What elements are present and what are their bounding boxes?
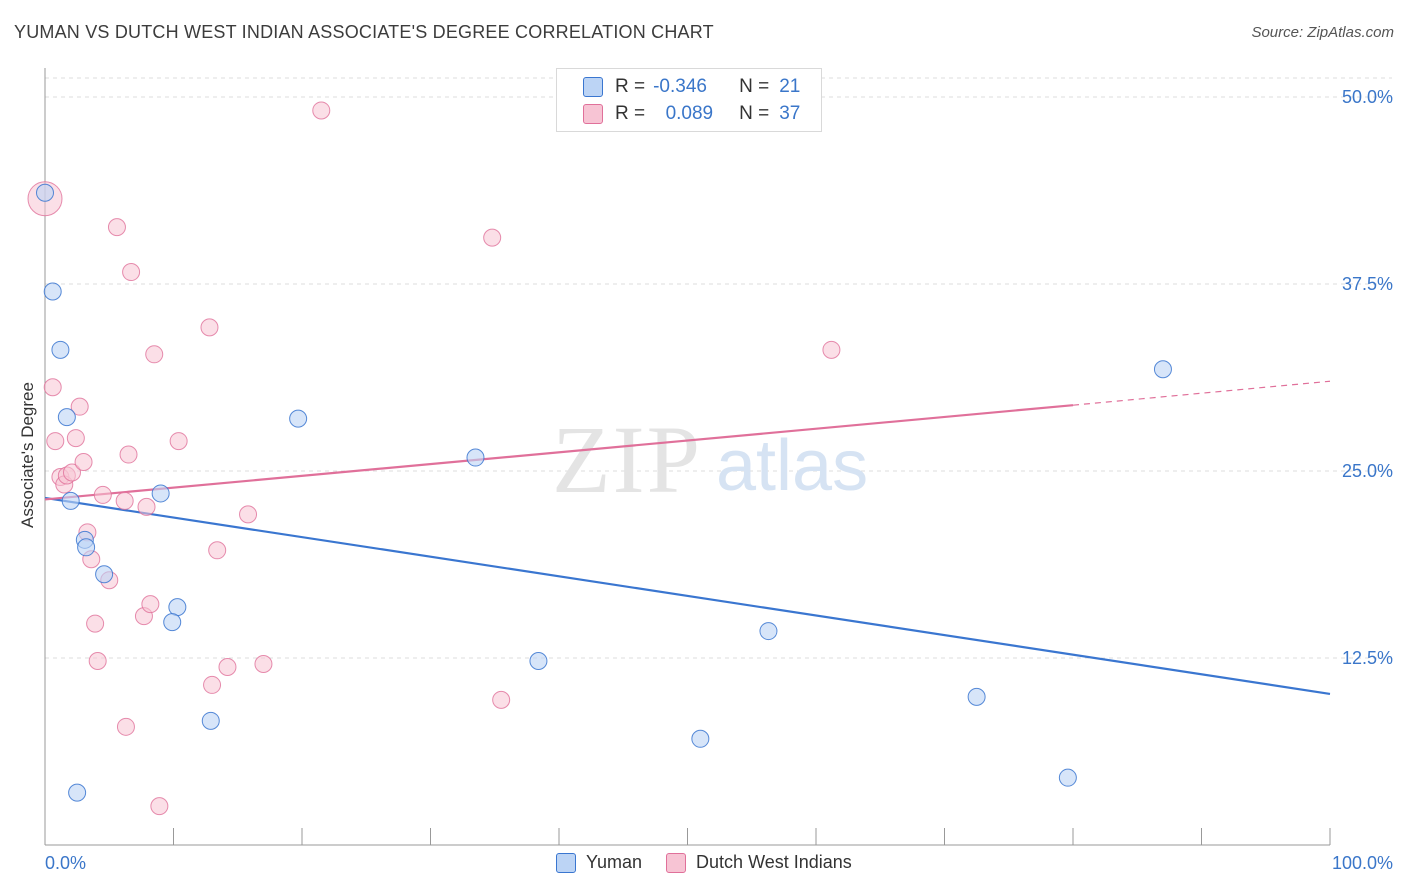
dutch-point (116, 717, 135, 736)
yuman-point (201, 711, 220, 730)
legend-n-value: 21 (779, 76, 801, 97)
correlation-legend: R = -0.346 N = 21 R = 0.089 N = 37 (556, 68, 822, 132)
dutch-point (43, 378, 62, 397)
chart-title: YUMAN VS DUTCH WEST INDIAN ASSOCIATE'S D… (14, 22, 714, 42)
yuman-point (168, 598, 187, 617)
yuman-point (36, 183, 54, 202)
legend-n-label: N = (739, 103, 770, 124)
y-tick-label: 25.0% (1342, 461, 1393, 481)
dutch-point (312, 101, 331, 120)
legend-item-dutch[interactable]: Dutch West Indians (666, 852, 852, 873)
dutch-point (137, 497, 156, 516)
yuman-point (95, 565, 114, 584)
yuman-point (529, 651, 548, 670)
yuman-point (151, 484, 170, 503)
dutch-trend-extension (1072, 380, 1331, 406)
legend-n-value: 37 (779, 103, 801, 124)
dutch-point (492, 690, 511, 709)
dutch-point (46, 432, 65, 451)
dutch-point (115, 491, 134, 510)
dutch-point (86, 614, 105, 633)
y-tick-label: 50.0% (1342, 87, 1393, 107)
yuman-trend-line (44, 496, 1331, 695)
yuman-swatch (556, 852, 576, 873)
yuman-point (68, 783, 87, 802)
dutch-swatch (583, 104, 603, 124)
yuman-point (61, 491, 80, 510)
watermark-zip: ZIP (552, 406, 702, 513)
dutch-point (88, 651, 107, 670)
dutch-point (203, 675, 222, 694)
dutch-point (150, 797, 169, 816)
legend-r-value: -0.346 (653, 76, 707, 97)
dutch-point (208, 541, 227, 560)
yuman-point (1058, 768, 1077, 787)
series-legend: Yuman Dutch West Indians (556, 852, 876, 873)
watermark: ZIP atlas (552, 406, 868, 513)
yuman-point (1153, 360, 1172, 379)
legend-n-label: N = (739, 76, 770, 97)
dutch-point (200, 318, 219, 337)
dutch-point (145, 345, 164, 364)
dutch-trend-line (44, 404, 1074, 501)
yuman-point (289, 409, 308, 428)
legend-r-value: 0.089 (665, 103, 714, 124)
dutch-point (93, 485, 112, 504)
trend-layer (44, 380, 1331, 695)
legend-item-yuman[interactable]: Yuman (556, 852, 642, 873)
x-tick-label-max: 100.0% (1332, 853, 1393, 873)
tick-layer: 12.5% 25.0% 37.5% 50.0% 0.0% 100.0% (45, 87, 1393, 873)
dutch-point (107, 218, 126, 237)
dutch-point (74, 453, 93, 472)
yuman-point (77, 538, 96, 557)
legend-label-dutch: Dutch West Indians (696, 852, 852, 872)
legend-row-yuman: R = -0.346 N = 21 (583, 75, 800, 99)
y-tick-label: 12.5% (1342, 648, 1393, 668)
legend-r-label: R = (615, 103, 646, 124)
dutch-point (62, 463, 81, 482)
dutch-point (483, 228, 502, 247)
x-tick-label-min: 0.0% (45, 853, 86, 873)
yuman-point (466, 448, 485, 467)
yuman-swatch (583, 77, 603, 97)
watermark-atlas: atlas (716, 426, 868, 506)
yuman-point (43, 282, 62, 301)
dutch-swatch (666, 852, 687, 873)
yuman-point (57, 408, 76, 427)
dutch-point (141, 595, 160, 614)
dutch-point (122, 263, 141, 282)
dutch-point (169, 432, 188, 451)
dutch-point (119, 445, 138, 464)
dutch-point (70, 397, 89, 416)
y-tick-label: 37.5% (1342, 274, 1393, 294)
yuman-point (51, 340, 70, 359)
chart-source: Source: ZipAtlas.com (1251, 24, 1394, 41)
legend-label-yuman: Yuman (586, 852, 643, 872)
dutch-point (218, 657, 237, 676)
yuman-point (163, 613, 182, 632)
yuman-point (967, 687, 986, 706)
dutch-point (822, 340, 841, 359)
legend-row-dutch: R = 0.089 N = 37 (583, 102, 800, 126)
yuman-point (759, 622, 778, 641)
points-layer (27, 101, 1172, 816)
y-axis-label: Associate's Degree (18, 382, 37, 528)
yuman-point (691, 729, 710, 748)
dutch-point (66, 429, 85, 448)
dutch-point (239, 505, 258, 524)
dutch-point (254, 654, 273, 673)
legend-r-label: R = (615, 76, 646, 97)
